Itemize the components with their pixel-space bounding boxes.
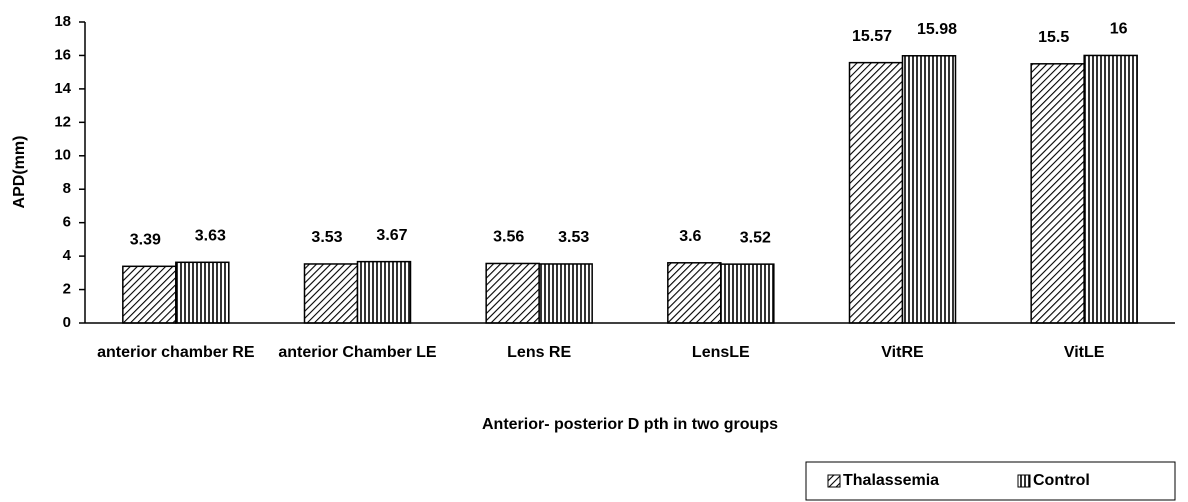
- y-tick-label: 16: [54, 46, 71, 63]
- bar: [538, 263, 593, 324]
- y-tick-label: 14: [54, 80, 71, 97]
- y-tick-label: 0: [63, 314, 71, 331]
- x-tick-label: anterior Chamber LE: [278, 344, 437, 361]
- value-label: 3.56: [493, 229, 524, 246]
- legend-box: [805, 461, 1176, 501]
- bar: [1083, 54, 1138, 324]
- value-label: 15.57: [852, 28, 892, 45]
- bar: [485, 262, 540, 324]
- x-tick-label: anterior chamber RE: [97, 344, 255, 361]
- value-label: 16: [1110, 21, 1128, 38]
- bar: [303, 263, 359, 324]
- value-label: 15.5: [1038, 29, 1069, 46]
- y-tick-label: 2: [63, 281, 71, 298]
- y-tick-label: 6: [63, 214, 71, 231]
- legend-swatch: [1017, 474, 1031, 488]
- y-tick-label: 8: [63, 180, 71, 197]
- bar: [356, 260, 412, 324]
- y-tick-label: 10: [54, 147, 71, 164]
- x-tick-label: VitLE: [1063, 344, 1105, 361]
- x-axis-title: Anterior- posterior D pth in two groups: [482, 416, 778, 433]
- bar: [720, 263, 775, 324]
- bar: [1030, 63, 1085, 324]
- value-label: 3.67: [376, 227, 407, 244]
- value-label: 3.6: [679, 228, 701, 245]
- legend-swatch: [827, 474, 841, 488]
- x-tick-label: VitRE: [881, 344, 924, 361]
- y-tick-label: 18: [54, 13, 71, 30]
- y-tick-label: 4: [63, 247, 72, 264]
- value-label: 15.98: [917, 21, 957, 38]
- bar: [122, 265, 177, 324]
- bar: [848, 61, 904, 324]
- bar: [901, 55, 957, 324]
- value-label: 3.39: [130, 232, 161, 249]
- x-tick-label: LensLE: [691, 344, 750, 361]
- value-label: 3.53: [311, 229, 342, 246]
- x-tick-label: Lens RE: [507, 344, 572, 361]
- value-label: 3.63: [195, 228, 226, 245]
- legend-label: Control: [1033, 472, 1090, 489]
- y-axis-title: APD(mm): [11, 136, 28, 209]
- bar: [175, 261, 230, 324]
- value-label: 3.52: [740, 229, 771, 246]
- bar: [667, 262, 722, 324]
- value-label: 3.53: [558, 229, 589, 246]
- legend-label: Thalassemia: [843, 472, 939, 489]
- y-tick-label: 12: [54, 113, 71, 130]
